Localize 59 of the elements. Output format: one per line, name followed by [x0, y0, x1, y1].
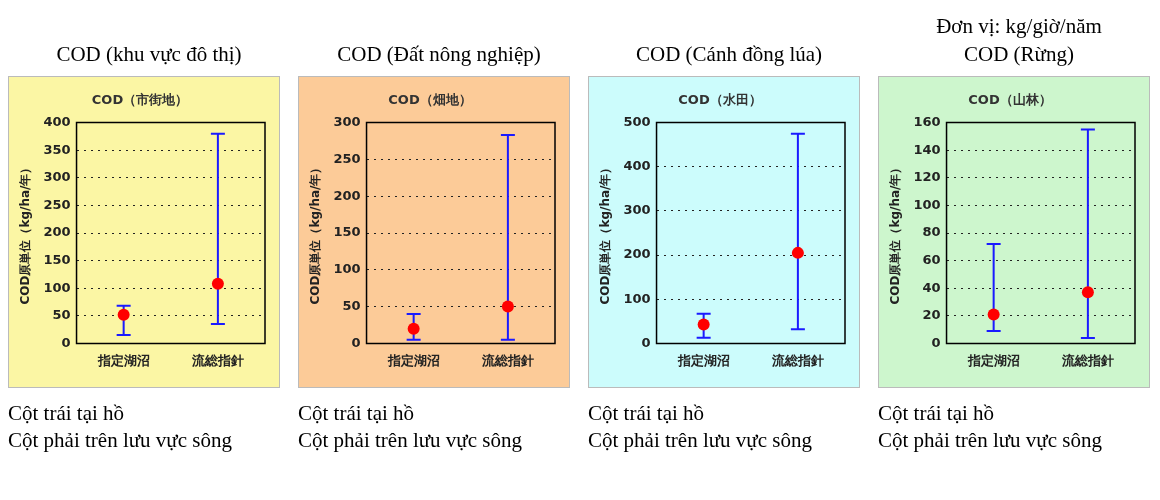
y-tick-label: 250: [333, 150, 361, 166]
chart-subtitle: COD（山林）: [968, 92, 1052, 108]
y-tick-label: 140: [913, 141, 941, 157]
x-tick-label: 指定湖沼: [676, 352, 730, 368]
y-tick-label: 40: [922, 279, 941, 295]
text: Cột trái tại hồ: [588, 400, 706, 427]
x-tick-label: 流総指針: [1060, 352, 1114, 368]
y-tick-label: 200: [43, 224, 71, 240]
x-tick-label: 指定湖沼: [96, 352, 150, 368]
text: Cột trái tại hồ: [8, 400, 126, 427]
x-tick-label: 指定湖沼: [386, 352, 440, 368]
y-axis-title: COD原単位（kg/ha/年）: [308, 161, 323, 305]
y-tick-label: 80: [922, 224, 941, 240]
y-tick-label: 100: [333, 261, 361, 277]
chart-subtitle: COD（畑地）: [388, 92, 472, 108]
y-axis-title: COD原単位（kg/ha/年）: [598, 161, 613, 305]
x-tick-label: 流総指針: [480, 352, 534, 368]
y-tick-label: 0: [931, 334, 941, 350]
y-tick-label: 20: [922, 307, 941, 323]
y-axis-title: COD原単位（kg/ha/年）: [18, 161, 33, 305]
y-tick-label: 400: [43, 113, 71, 129]
x-tick-label: 指定湖沼: [966, 352, 1020, 368]
x-tick-label: 流総指針: [770, 352, 824, 368]
y-tick-label: 120: [913, 169, 941, 185]
chart-subtitle: COD（市街地）: [91, 92, 189, 108]
chart-title: COD (Cánh đồng lúa): [635, 41, 823, 68]
chart-title: COD (Đất nông nghiệp): [337, 41, 541, 68]
y-axis-title: COD原単位（kg/ha/年）: [888, 161, 903, 305]
y-tick-label: 100: [623, 290, 651, 306]
y-tick-label: 200: [333, 187, 361, 203]
y-tick-label: 100: [43, 279, 71, 295]
y-tick-label: 150: [333, 224, 361, 240]
text: Cột phải trên lưu vực sông: [298, 427, 523, 454]
y-tick-label: 500: [623, 113, 651, 129]
y-tick-label: 350: [43, 141, 71, 157]
text: Cột trái tại hồ: [298, 400, 416, 427]
text: Cột trái tại hồ: [878, 400, 996, 427]
chart-title: COD (khu vực đô thị): [56, 41, 242, 68]
y-tick-label: 60: [922, 251, 941, 267]
y-tick-label: 50: [52, 307, 71, 323]
y-tick-label: 300: [623, 202, 651, 218]
y-tick-label: 160: [913, 113, 941, 129]
y-tick-label: 100: [913, 196, 941, 212]
text: Cột phải trên lưu vực sông: [878, 427, 1103, 454]
y-tick-label: 0: [641, 334, 651, 350]
y-tick-label: 300: [43, 169, 71, 185]
x-tick-label: 流総指針: [190, 352, 244, 368]
y-tick-label: 50: [342, 297, 361, 313]
y-tick-label: 0: [61, 334, 71, 350]
y-tick-label: 0: [351, 334, 361, 350]
chart-title: Đơn vị: kg/giờ/năm COD (Rừng): [936, 13, 1102, 68]
y-tick-label: 150: [43, 251, 71, 267]
y-tick-label: 200: [623, 246, 651, 262]
y-tick-label: 400: [623, 158, 651, 174]
text: Cột phải trên lưu vực sông: [588, 427, 813, 454]
y-tick-label: 250: [43, 196, 71, 212]
text: Cột phải trên lưu vực sông: [8, 427, 233, 454]
chart-subtitle: COD（水田）: [678, 92, 762, 108]
y-tick-label: 300: [333, 113, 361, 129]
